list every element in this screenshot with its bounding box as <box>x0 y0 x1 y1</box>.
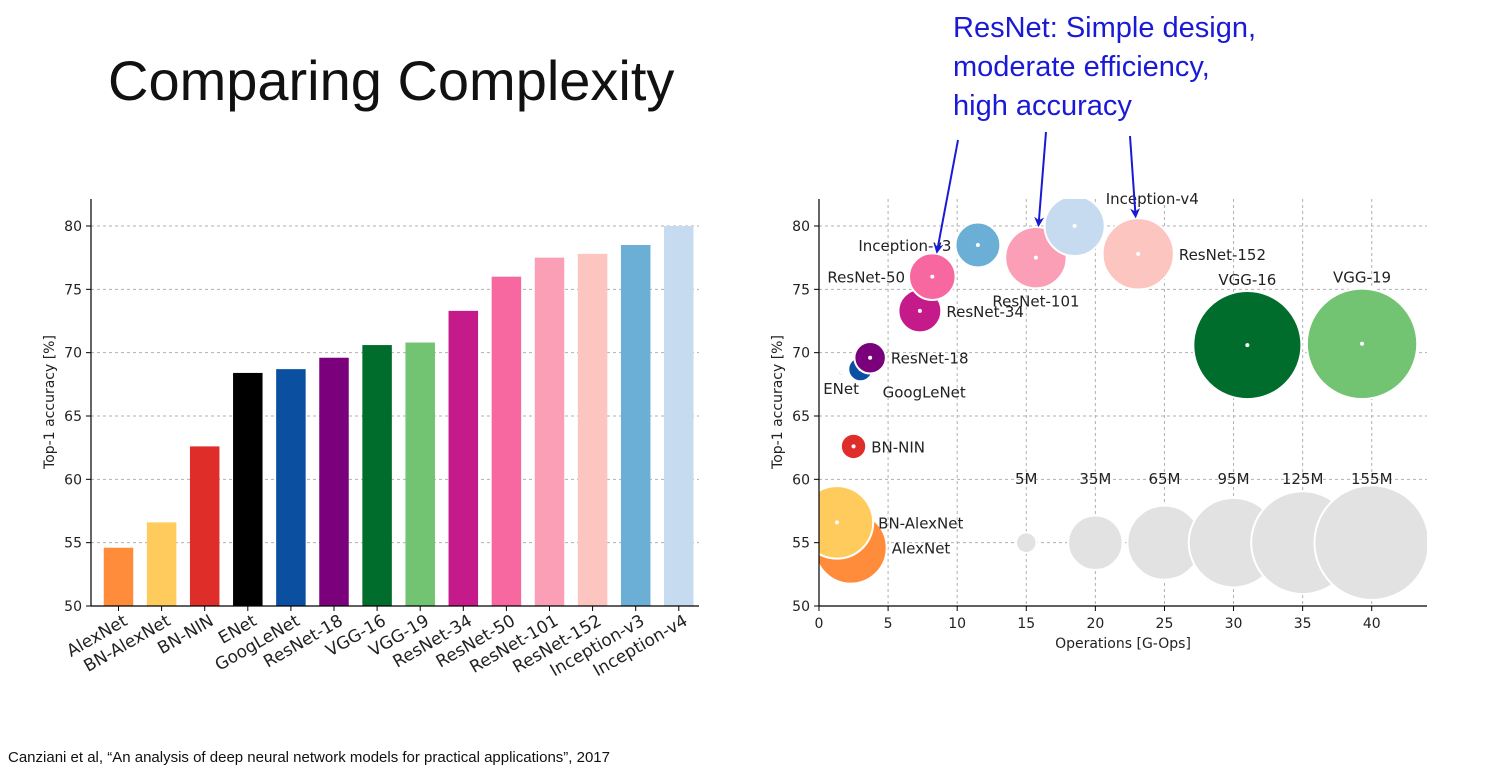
bubble-label-resnet-18: ResNet-18 <box>891 350 969 368</box>
bubble-xtick-label-15: 15 <box>1017 616 1035 632</box>
bubble-xtick-label-0: 0 <box>815 616 824 632</box>
size-legend-label-95m: 95M <box>1218 470 1250 488</box>
bar-ytick-label-65: 65 <box>64 409 82 425</box>
callout-line-3: high accuracy <box>953 90 1132 122</box>
callout-arrow-resnet-101 <box>1034 131 1047 228</box>
bubble-xlabel: Operations [G-Ops] <box>1055 636 1191 652</box>
slide-title: Comparing Complexity <box>108 49 675 112</box>
bar-enet <box>233 372 263 606</box>
size-legend-label-125m: 125M <box>1282 470 1324 488</box>
callout-line-2: moderate efficiency, <box>953 51 1210 83</box>
size-legend-label-155m: 155M <box>1351 470 1393 488</box>
bubble-axes: 0 5 10 15 20 25 30 35 40 50 55 60 65 70 75 80 5M 35M 65M 95… <box>770 190 1427 652</box>
bar-bn-alexnet <box>146 522 177 606</box>
bubble-xtick-label-40: 40 <box>1363 616 1381 632</box>
bubble-xtick-label-10: 10 <box>948 616 966 632</box>
bar-marks <box>103 226 694 606</box>
bubble-xtick-label-25: 25 <box>1156 616 1174 632</box>
bubble-label-bn-alexnet: BN-AlexNet <box>878 514 963 532</box>
bar-ytick-label-55: 55 <box>64 536 82 552</box>
bubble-center-resnet-18 <box>868 355 873 360</box>
bar-ytick-label-70: 70 <box>64 346 82 362</box>
size-legend-bubble-5m <box>1014 531 1038 554</box>
bubble-center-resnet-152 <box>1136 251 1141 256</box>
bar-inception-v3 <box>620 245 651 606</box>
bar-resnet-34 <box>448 310 479 606</box>
bubble-xtick-label-20: 20 <box>1086 616 1104 632</box>
bubble-ytick-label-65: 65 <box>792 409 810 425</box>
bubble-group <box>819 199 1427 601</box>
bubble-center-inception-v3 <box>975 243 980 247</box>
bar-inception-v4 <box>664 226 694 606</box>
bubble-ytick-label-60: 60 <box>792 472 810 488</box>
bar-alexnet <box>103 547 134 606</box>
bubble-marks <box>819 199 1427 601</box>
bubble-label-resnet-34: ResNet-34 <box>946 303 1024 321</box>
bar-vgg-19 <box>405 342 435 606</box>
bubble-xtick-label-35: 35 <box>1294 616 1312 632</box>
size-legend-label-35m: 35M <box>1079 470 1111 488</box>
bubble-label-resnet-101: ResNet-101 <box>992 292 1079 310</box>
bubble-ytick-label-50: 50 <box>792 599 810 615</box>
size-legend-bubble-35m <box>1067 514 1124 571</box>
bubble-ytick-label-70: 70 <box>792 346 810 362</box>
bubble-xtick-label-5: 5 <box>884 616 893 632</box>
bar-ytick-label-75: 75 <box>64 282 82 298</box>
bubble-label-enet: ENet <box>823 380 859 398</box>
bubble-ylabel: Top-1 accuracy [%] <box>770 335 786 470</box>
bar-resnet-101 <box>534 257 565 606</box>
callout-line-1: ResNet: Simple design, <box>953 12 1257 44</box>
bubble-label-resnet-152: ResNet-152 <box>1179 246 1266 264</box>
bubble-label-vgg-19: VGG-19 <box>1333 269 1391 287</box>
bar-vgg-16 <box>362 345 392 606</box>
bubble-ytick-label-55: 55 <box>792 536 810 552</box>
callout-arrows <box>933 131 1141 254</box>
bubble-label-alexnet: AlexNet <box>892 540 951 558</box>
callout-arrow-resnet-152 <box>1129 135 1141 219</box>
bubble-ytick-label-80: 80 <box>792 219 810 235</box>
bar-ytick-label-50: 50 <box>64 599 82 615</box>
bubble-bn-alexnet <box>819 485 875 560</box>
bubble-label-bn-nin: BN-NIN <box>871 438 925 456</box>
bubble-center-bn-nin <box>851 444 856 449</box>
bubble-center-vgg-19 <box>1360 341 1365 346</box>
bubble-label-resnet-50: ResNet-50 <box>827 269 905 287</box>
bubble-center-bn-alexnet <box>834 520 839 525</box>
size-legend-label-5m: 5M <box>1015 470 1038 488</box>
bubble-label-inception-v4: Inception-v4 <box>1106 190 1199 208</box>
bar-grid <box>91 225 699 544</box>
bar-ytick-label-60: 60 <box>64 472 82 488</box>
callout-arrow-resnet-50 <box>933 139 959 254</box>
bar-resnet-18 <box>319 357 349 606</box>
bubble-center-resnet-50 <box>930 274 935 279</box>
size-legend-label-65m: 65M <box>1148 470 1180 488</box>
bubble-center-inception-v4 <box>1072 224 1077 228</box>
bubble-center-resnet-101 <box>1033 255 1038 260</box>
size-legend-bubble-155m <box>1313 484 1427 601</box>
bubble-center-resnet-34 <box>917 308 922 313</box>
bubble-label-inception-v3: Inception-v3 <box>858 237 951 255</box>
bubble-ytick-label-75: 75 <box>792 282 810 298</box>
bubble-label-googlenet: GoogLeNet <box>883 383 966 401</box>
bar-googlenet <box>276 369 306 606</box>
bar-ytick-label-80: 80 <box>64 219 82 235</box>
bar-ylabel: Top-1 accuracy [%] <box>42 335 58 470</box>
bar-resnet-152 <box>577 253 608 606</box>
bubble-center-vgg-16 <box>1245 343 1250 348</box>
bubble-center-enet <box>839 370 844 375</box>
bubble-xtick-label-30: 30 <box>1225 616 1243 632</box>
bar-bn-nin <box>189 446 220 606</box>
bubble-label-vgg-16: VGG-16 <box>1218 271 1276 289</box>
bar-resnet-50 <box>491 276 522 606</box>
citation: Canziani et al, “An analysis of deep neu… <box>8 749 610 766</box>
